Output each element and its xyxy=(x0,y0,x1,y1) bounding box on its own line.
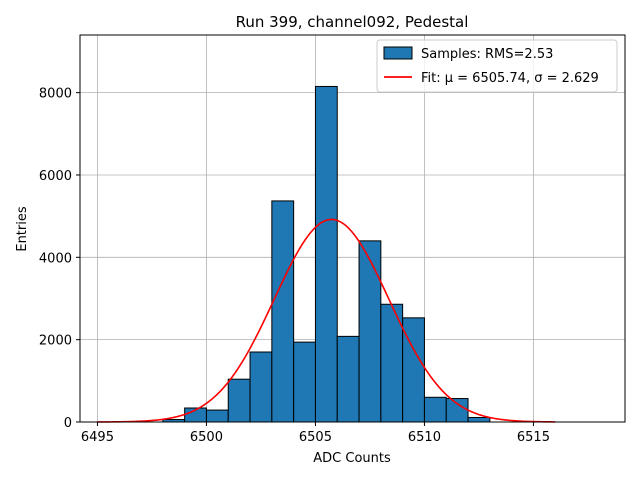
histogram-bar xyxy=(445,398,469,423)
histogram-bar xyxy=(227,378,251,423)
y-tick-label: 6000 xyxy=(39,169,72,184)
x-tick-label: 6510 xyxy=(408,430,441,445)
histogram-bar xyxy=(358,240,382,423)
histogram-bar xyxy=(271,200,295,423)
fit-curve xyxy=(97,218,556,423)
x-tick-label: 6505 xyxy=(299,430,332,445)
legend-box xyxy=(376,39,618,93)
histogram-bar xyxy=(249,351,273,423)
plot-frame xyxy=(79,34,626,423)
legend-bar-swatch xyxy=(383,46,413,60)
histogram-bar xyxy=(336,335,360,423)
legend-samples-label: Samples: RMS=2.53 xyxy=(421,47,553,62)
x-tick-label: 6515 xyxy=(517,430,550,445)
legend-fit-label: Fit: μ = 6505.74, σ = 2.629 xyxy=(421,71,599,86)
y-tick-label: 2000 xyxy=(39,334,72,349)
y-tick-label: 8000 xyxy=(39,87,72,102)
x-tick-label: 6500 xyxy=(190,430,223,445)
histogram-bar xyxy=(467,416,491,423)
x-axis-label: ADC Counts xyxy=(313,451,391,466)
x-axis-ticks: 6495 6500 6505 6510 6515 xyxy=(81,422,550,445)
histogram-bar xyxy=(314,85,338,423)
x-tick-label: 6495 xyxy=(81,430,114,445)
y-axis-ticks: 0 2000 4000 6000 8000 xyxy=(39,87,80,431)
legend: Samples: RMS=2.53 Fit: μ = 6505.74, σ = … xyxy=(376,39,618,93)
histogram-bar xyxy=(205,409,229,423)
chart-title: Run 399, channel092, Pedestal xyxy=(236,13,469,31)
y-tick-label: 4000 xyxy=(39,251,72,266)
histogram-bar xyxy=(423,396,447,423)
histogram-bar xyxy=(293,341,316,423)
y-axis-label: Entries xyxy=(15,206,30,252)
histogram-bars xyxy=(162,85,491,423)
y-tick-label: 0 xyxy=(64,416,72,431)
